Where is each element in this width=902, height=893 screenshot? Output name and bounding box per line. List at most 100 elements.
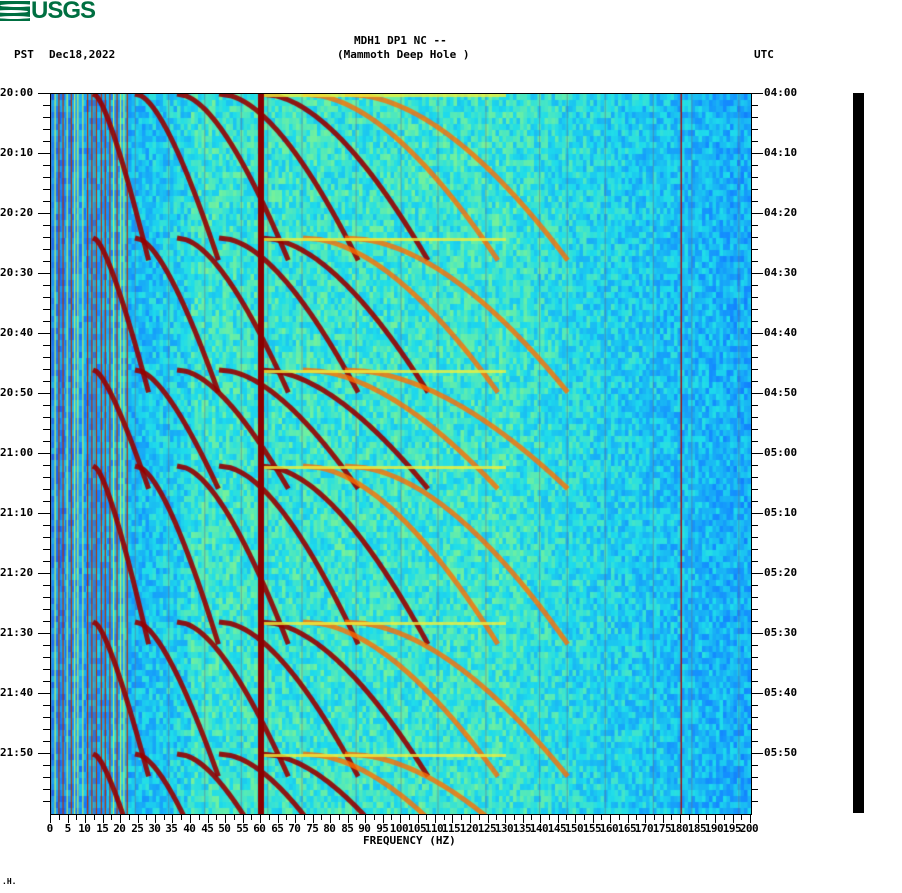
x-tick [138, 814, 139, 823]
x-tick [601, 814, 602, 820]
x-tick-label: 55 [236, 822, 249, 835]
y-tick-left [38, 393, 50, 394]
x-tick-label: 190 [704, 822, 724, 835]
y-tick-left [38, 213, 50, 214]
x-tick-label: 10 [78, 822, 91, 835]
x-tick [715, 814, 716, 823]
y-tick-right [751, 405, 758, 406]
x-tick [418, 814, 419, 823]
x-tick [593, 814, 594, 823]
y-tick-label-left: 20:30 [0, 266, 34, 279]
y-tick-left [38, 453, 50, 454]
x-tick [50, 814, 51, 823]
y-tick-left [38, 333, 50, 334]
x-tick-label: 25 [131, 822, 144, 835]
x-tick-label: 75 [306, 822, 319, 835]
x-tick [549, 814, 550, 820]
y-tick-right [751, 213, 763, 214]
x-tick [505, 814, 506, 823]
x-tick-label: 30 [148, 822, 161, 835]
y-tick-right [751, 369, 758, 370]
y-tick-right [751, 333, 763, 334]
y-tick-label-left: 20:00 [0, 86, 34, 99]
y-tick-right [751, 117, 758, 118]
x-tick [680, 814, 681, 823]
y-tick-label-left: 21:00 [0, 446, 34, 459]
x-tick [566, 814, 567, 820]
x-tick-label: 110 [424, 822, 444, 835]
y-tick-label-left: 21:10 [0, 506, 34, 519]
y-tick-right [751, 549, 758, 550]
y-tick-right [751, 753, 763, 754]
x-tick [496, 814, 497, 820]
station-line: MDH1 DP1 NC -- [354, 34, 447, 47]
x-tick [654, 814, 655, 820]
y-tick-left [43, 489, 50, 490]
x-tick-label: 115 [441, 822, 461, 835]
y-tick-right [751, 285, 758, 286]
y-tick-right [751, 417, 758, 418]
y-tick-right [751, 717, 758, 718]
x-tick [645, 814, 646, 823]
y-tick-right [751, 297, 758, 298]
y-tick-right [751, 177, 758, 178]
y-tick-left [38, 753, 50, 754]
y-tick-left [38, 273, 50, 274]
y-tick-right [751, 597, 758, 598]
y-tick-right [751, 657, 758, 658]
x-tick-label: 140 [529, 822, 549, 835]
x-tick [698, 814, 699, 823]
x-tick [129, 814, 130, 820]
y-tick-left [43, 321, 50, 322]
y-tick-left [43, 261, 50, 262]
station-name: (Mammoth Deep Hole ) [337, 48, 470, 61]
y-tick-right [751, 321, 758, 322]
y-tick-label-right: 04:30 [764, 266, 798, 279]
y-tick-left [38, 153, 50, 154]
y-tick-left [38, 93, 50, 94]
x-tick [365, 814, 366, 823]
y-tick-label-left: 20:50 [0, 386, 34, 399]
y-tick-right [751, 741, 758, 742]
y-tick-right [751, 141, 758, 142]
x-tick [514, 814, 515, 820]
x-tick [383, 814, 384, 823]
y-tick-right [751, 153, 763, 154]
logo-text: USGS [31, 0, 96, 24]
y-tick-label-left: 20:10 [0, 146, 34, 159]
y-tick-right [751, 693, 763, 694]
x-tick [243, 814, 244, 823]
y-tick-left [43, 729, 50, 730]
y-tick-label-right: 05:20 [764, 566, 798, 579]
y-tick-left [43, 357, 50, 358]
x-tick [216, 814, 217, 820]
date-label: Dec18,2022 [49, 48, 116, 61]
x-tick [470, 814, 471, 823]
y-tick-left [43, 297, 50, 298]
y-tick-left [43, 801, 50, 802]
x-tick-label: 45 [201, 822, 214, 835]
y-tick-right [751, 477, 758, 478]
x-tick [269, 814, 270, 820]
x-tick [724, 814, 725, 820]
x-tick-label: 170 [634, 822, 654, 835]
x-tick [225, 814, 226, 823]
y-tick-left [43, 537, 50, 538]
y-tick-right [751, 201, 758, 202]
y-tick-label-left: 21:20 [0, 566, 34, 579]
timezone-right-label: UTC [754, 48, 774, 61]
x-tick-label: 145 [547, 822, 567, 835]
y-tick-right [751, 729, 758, 730]
y-tick-left [43, 621, 50, 622]
x-tick [391, 814, 392, 820]
x-tick [295, 814, 296, 823]
x-tick-label: 15 [96, 822, 109, 835]
x-tick [278, 814, 279, 823]
x-tick-label: 35 [165, 822, 178, 835]
y-tick-right [751, 561, 758, 562]
x-tick-label: 160 [599, 822, 619, 835]
x-tick-label: 155 [582, 822, 602, 835]
y-tick-left [43, 705, 50, 706]
x-tick [531, 814, 532, 820]
x-tick [400, 814, 401, 823]
